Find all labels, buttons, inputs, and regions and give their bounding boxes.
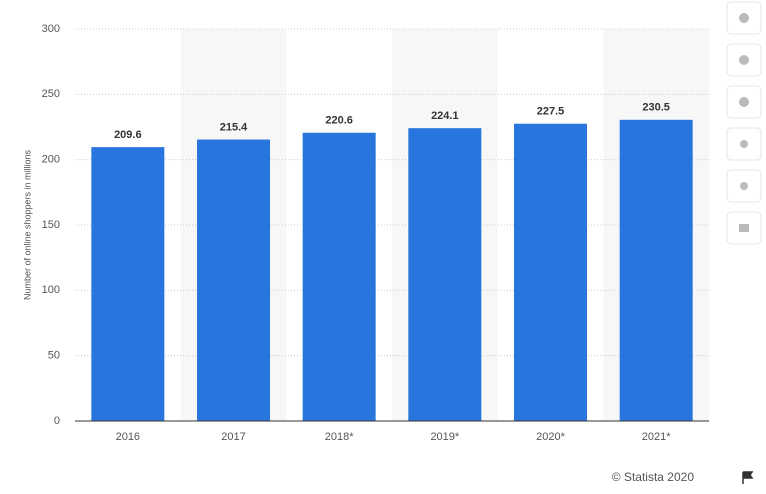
bar xyxy=(408,128,482,421)
x-tick-label: 2019* xyxy=(430,431,459,443)
value-label: 224.1 xyxy=(431,110,459,122)
y-tick-label: 100 xyxy=(42,284,60,296)
share-icon xyxy=(740,140,748,148)
print-icon xyxy=(739,224,749,232)
y-tick-label: 50 xyxy=(48,350,60,362)
y-axis-label: Number of online shoppers in millions xyxy=(22,149,32,300)
value-label: 220.6 xyxy=(325,115,353,127)
value-label: 227.5 xyxy=(537,106,565,118)
flag-icon xyxy=(742,471,754,484)
bell-icon xyxy=(739,55,749,65)
y-tick-label: 200 xyxy=(42,154,60,166)
x-tick-label: 2018* xyxy=(325,431,354,443)
side-toolbar xyxy=(726,1,762,245)
value-label: 209.6 xyxy=(114,129,142,141)
gear-icon xyxy=(739,97,749,107)
bar xyxy=(302,132,376,421)
bar xyxy=(91,147,165,421)
value-label: 215.4 xyxy=(220,121,248,133)
x-tick-label: 2017 xyxy=(221,431,245,443)
value-label: 230.5 xyxy=(642,102,670,114)
bar xyxy=(619,119,693,422)
credit: © Statista 2020 xyxy=(612,470,695,484)
y-tick-label: 250 xyxy=(42,88,60,100)
x-tick-label: 2016 xyxy=(116,431,140,443)
bar xyxy=(514,123,587,421)
star-icon xyxy=(739,13,749,23)
y-tick-label: 300 xyxy=(42,23,60,35)
x-tick-label: 2021* xyxy=(642,431,671,443)
x-tick-label: 2020* xyxy=(536,431,565,443)
bar xyxy=(197,139,270,421)
quote-icon xyxy=(740,182,748,190)
y-tick-label: 150 xyxy=(42,219,60,231)
y-tick-label: 0 xyxy=(54,415,60,427)
